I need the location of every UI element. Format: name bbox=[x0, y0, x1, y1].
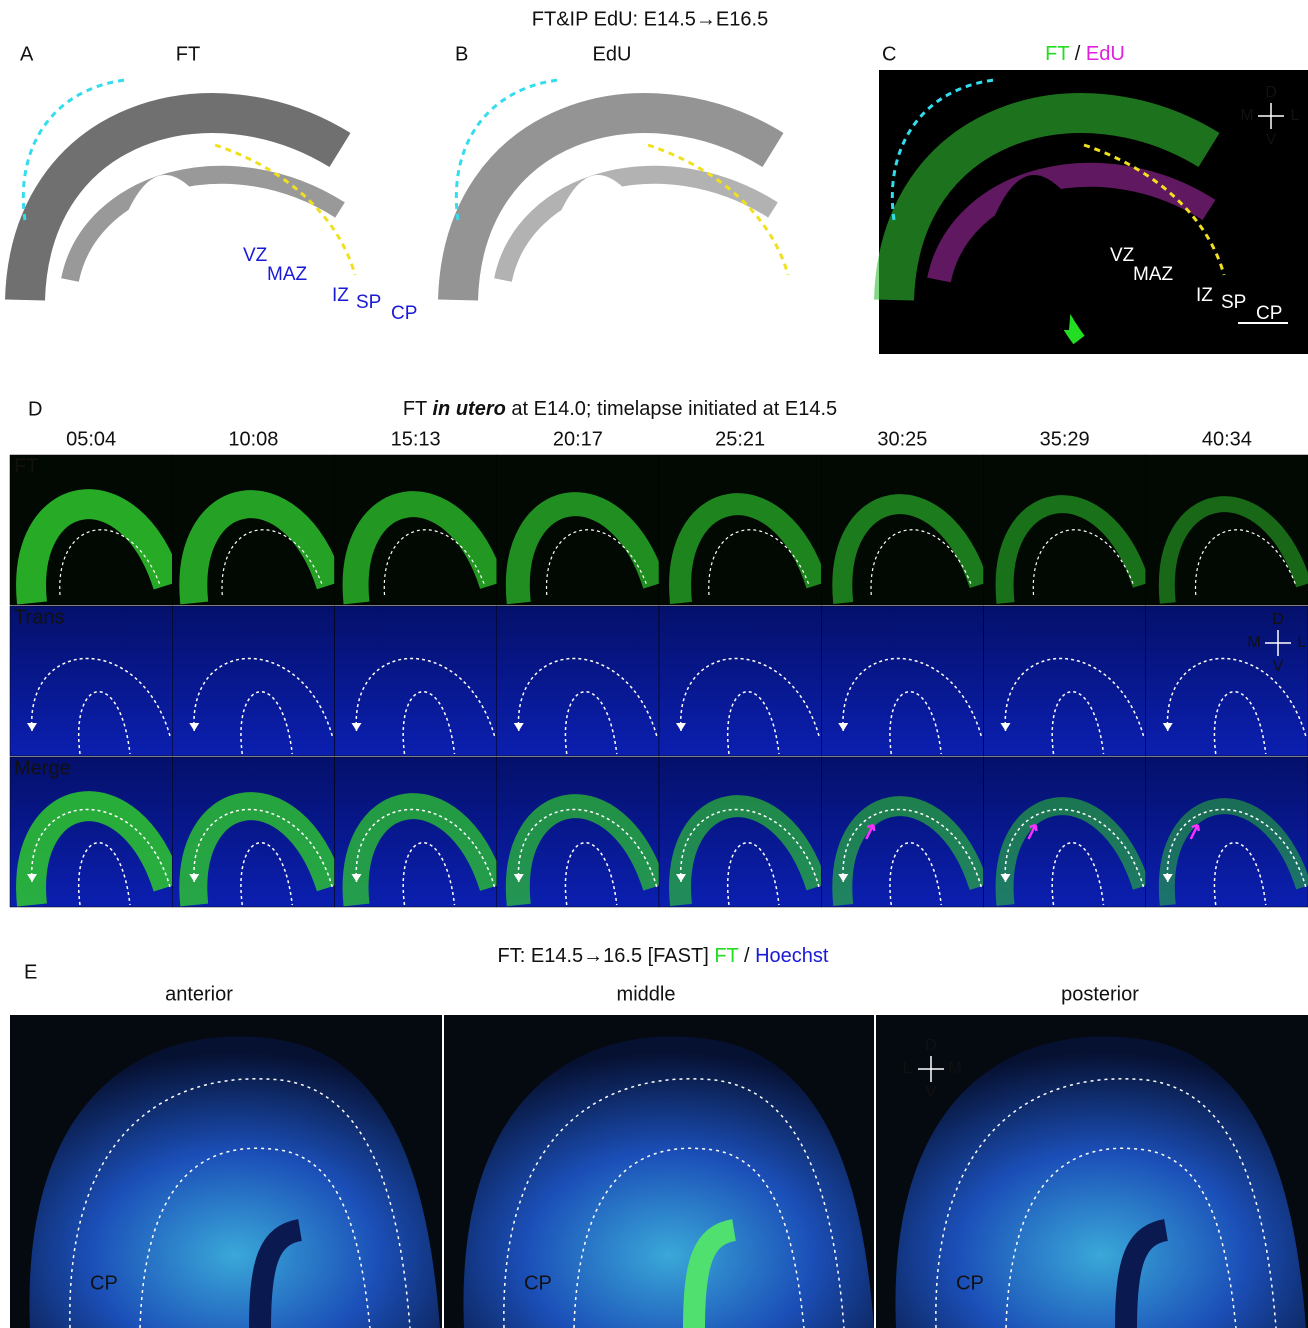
zone-label: IZ bbox=[332, 285, 349, 306]
title-part: FT: E14.5→16.5 [FAST] bbox=[498, 945, 709, 967]
title-part: FT bbox=[403, 398, 427, 420]
time-label: 20:17 bbox=[553, 428, 603, 450]
panel-letter: A bbox=[20, 43, 34, 65]
column-label: posterior bbox=[1061, 983, 1139, 1005]
zone-label: MAZ bbox=[267, 264, 308, 285]
time-label: 35:29 bbox=[1040, 428, 1090, 450]
zone-label: IZ bbox=[1196, 285, 1213, 306]
figure: FT&IP EdU: E14.5→E16.5 A FT B EdU C FT /… bbox=[0, 0, 1308, 1328]
orientation-label: L bbox=[903, 1060, 912, 1077]
panel-letter: C bbox=[882, 43, 896, 65]
column-label: middle bbox=[617, 983, 676, 1005]
row-label: Trans bbox=[14, 606, 64, 628]
micrograph bbox=[984, 606, 1146, 756]
panel-letter: D bbox=[28, 398, 42, 420]
micrograph bbox=[821, 606, 983, 756]
time-label: 15:13 bbox=[391, 428, 441, 450]
time-label: 25:21 bbox=[715, 428, 765, 450]
zone-label: VZ bbox=[243, 245, 268, 266]
title-part: / bbox=[1075, 43, 1081, 65]
micrograph bbox=[172, 606, 334, 756]
panel-title: FT in utero at E14.0; timelapse initiate… bbox=[403, 398, 837, 420]
micrograph bbox=[335, 606, 497, 756]
title-part: in utero bbox=[432, 398, 505, 420]
micrograph bbox=[659, 606, 821, 756]
micrograph bbox=[497, 606, 659, 756]
title-part: EdU bbox=[1086, 43, 1125, 65]
panel-title: EdU bbox=[593, 43, 632, 65]
panel-letter: B bbox=[455, 43, 468, 65]
time-label: 30:25 bbox=[877, 428, 927, 450]
title-part: Hoechst bbox=[755, 945, 829, 967]
zone-label: CP bbox=[90, 1272, 118, 1294]
orientation-label: D bbox=[925, 1037, 937, 1054]
orientation-label: V bbox=[1266, 131, 1277, 148]
orientation-label: L bbox=[1291, 107, 1300, 124]
orientation-label: V bbox=[1273, 658, 1284, 675]
zone-label: VZ bbox=[1110, 245, 1135, 266]
zone-label: CP bbox=[524, 1272, 552, 1294]
panel-title: FT / EdU bbox=[1045, 43, 1125, 65]
zone-label: CP bbox=[956, 1272, 984, 1294]
column-label: anterior bbox=[165, 983, 233, 1005]
zone-label: SP bbox=[356, 292, 381, 313]
title-part: at E14.0; timelapse initiated at E14.5 bbox=[511, 398, 837, 420]
zone-label: MAZ bbox=[1133, 264, 1174, 285]
zone-label: SP bbox=[1221, 292, 1246, 313]
orientation-label: D bbox=[1265, 84, 1277, 101]
time-label: 40:34 bbox=[1202, 428, 1252, 450]
time-label: 05:04 bbox=[66, 428, 116, 450]
orientation-label: D bbox=[1272, 611, 1284, 628]
micrograph bbox=[1146, 606, 1308, 756]
row-label: FT bbox=[14, 455, 38, 477]
title-part: FT bbox=[714, 945, 738, 967]
panel-letter: E bbox=[24, 961, 37, 983]
title-part: / bbox=[744, 945, 750, 967]
micrograph bbox=[10, 606, 172, 756]
orientation-label: L bbox=[1298, 634, 1307, 651]
panel-title: FT bbox=[176, 43, 200, 65]
panel-title: FT: E14.5→16.5 [FAST] FT / Hoechst bbox=[498, 945, 829, 967]
row-label: Merge bbox=[14, 757, 71, 779]
row1-title: FT&IP EdU: E14.5→E16.5 bbox=[532, 8, 768, 30]
title-part: FT bbox=[1045, 43, 1069, 65]
zone-label: CP bbox=[1256, 303, 1282, 324]
orientation-label: V bbox=[926, 1084, 937, 1101]
orientation-label: M bbox=[948, 1060, 961, 1077]
zone-label: CP bbox=[391, 303, 417, 324]
orientation-label: M bbox=[1247, 634, 1260, 651]
time-label: 10:08 bbox=[228, 428, 278, 450]
orientation-label: M bbox=[1240, 107, 1253, 124]
